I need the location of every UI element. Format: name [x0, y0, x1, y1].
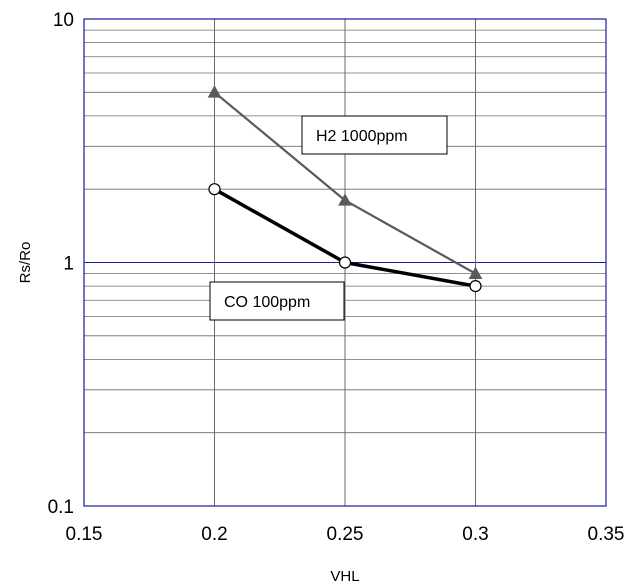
y-tick-label: 0.1 [48, 497, 74, 518]
data-point [469, 279, 482, 293]
y-axis-title: Rs/Ro [17, 242, 34, 284]
x-tick-label: 0.2 [201, 524, 227, 545]
annotation-layer: H2 1000ppm CO 100ppm [209, 115, 448, 321]
annotation-box-co [209, 281, 345, 321]
x-tick-label: 0.35 [588, 524, 625, 545]
annotation-label-co: CO 100ppm [224, 294, 310, 311]
x-tick-label: 0.3 [462, 524, 488, 545]
y-tick-label: 1 [63, 254, 74, 275]
data-point [207, 85, 222, 98]
x-axis-title: VHL [330, 568, 359, 585]
data-point [468, 266, 483, 279]
x-tick-label: 0.15 [66, 524, 103, 545]
data-point [338, 256, 352, 269]
y-tick-label: 10 [53, 10, 74, 31]
y-tick-labels: 0.1 1 10 [48, 10, 74, 518]
x-tick-labels: 0.15 0.2 0.25 0.3 0.35 [66, 524, 625, 545]
series-1 [208, 183, 482, 293]
data-point [208, 183, 221, 196]
annotation-h2: H2 1000ppm [301, 115, 448, 155]
data-point [338, 193, 352, 206]
x-tick-label: 0.25 [327, 524, 364, 545]
series-0 [207, 85, 483, 279]
annotation-co: CO 100ppm [209, 281, 345, 321]
plot-frame [83, 18, 607, 507]
series-layer [207, 85, 483, 293]
annotation-label-h2: H2 1000ppm [316, 128, 408, 145]
annotation-box-h2 [301, 115, 448, 155]
